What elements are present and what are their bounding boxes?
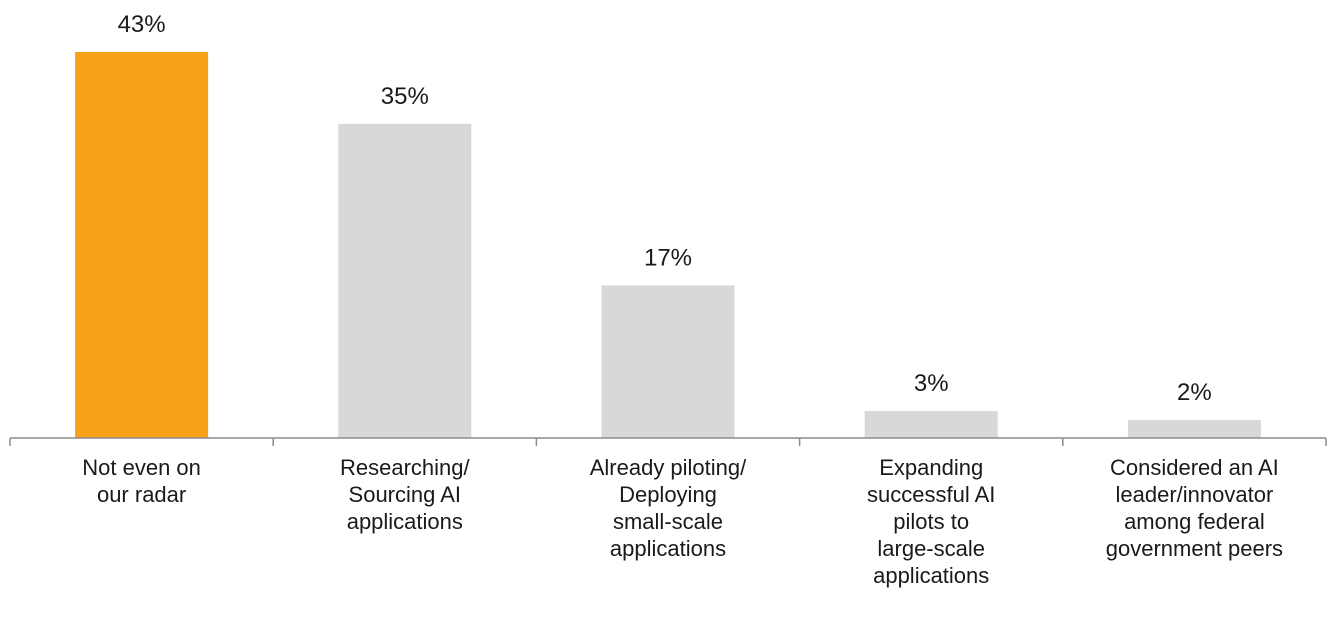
category-label-line: among federal [1124, 509, 1265, 534]
category-label-line: Not even on [82, 455, 201, 480]
category-label-line: pilots to [893, 509, 969, 534]
category-label-line: Already piloting/ [590, 455, 747, 480]
bar-4 [864, 411, 998, 438]
category-label-5: Considered an AI leader/innovator among fe… [1106, 455, 1283, 561]
category-label-line: Expanding [879, 455, 983, 480]
category-label-line: Deploying [619, 482, 717, 507]
category-label-line: applications [873, 563, 989, 588]
category-label-line: Considered an AI [1110, 455, 1279, 480]
category-label-2: Researching/Sourcing AI applications [340, 455, 471, 534]
value-label-5: 2% [1177, 379, 1212, 406]
value-label-1: 43% [118, 11, 166, 38]
value-label-4: 3% [914, 370, 949, 397]
category-label-line: Sourcing AI [349, 482, 462, 507]
category-label-line: applications [610, 536, 726, 561]
category-label-4: Expanding successful AI pilots to large-sca… [867, 455, 995, 588]
category-label-line: Researching/ [340, 455, 471, 480]
bar-5 [1127, 420, 1261, 438]
category-label-line: government peers [1106, 536, 1283, 561]
category-label-line: small-scale [613, 509, 723, 534]
value-labels-group: 43% 35% 17% 3% 2% [118, 11, 1212, 406]
category-label-line: successful AI [867, 482, 995, 507]
category-label-line: applications [347, 509, 463, 534]
category-label-3: Already piloting/Deploying small-scale app… [590, 455, 747, 561]
category-label-line: large-scale [877, 536, 985, 561]
bar-3 [601, 285, 735, 438]
category-label-line: leader/innovator [1116, 482, 1274, 507]
value-label-3: 17% [644, 244, 692, 271]
bars-group [75, 52, 1261, 439]
category-labels-group: Not even on our radar Researching/Sourcing… [82, 455, 1283, 588]
category-label-1: Not even on our radar [82, 455, 201, 507]
x-axis [9, 437, 1327, 446]
category-label-line: our radar [97, 482, 186, 507]
bar-1 [75, 52, 209, 438]
bar-2 [338, 123, 472, 439]
value-label-2: 35% [381, 83, 429, 110]
